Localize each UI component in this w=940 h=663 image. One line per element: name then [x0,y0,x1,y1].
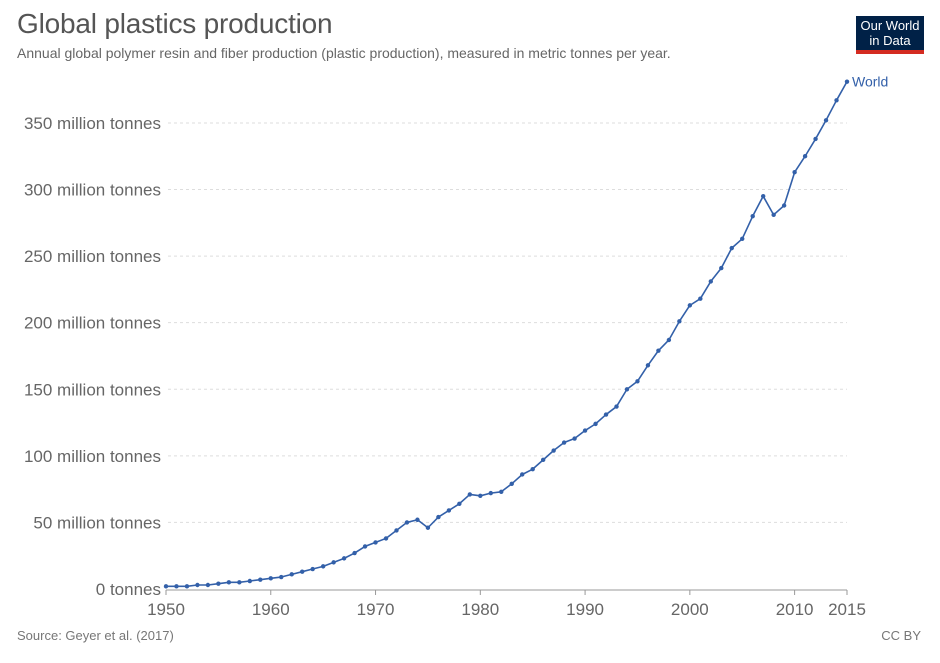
data-point[interactable] [478,493,483,498]
data-point[interactable] [373,540,378,545]
x-tick-label: 1980 [461,600,499,619]
x-tick-label: 1960 [252,600,290,619]
x-tick-label: 2015 [828,600,866,619]
data-point[interactable] [362,544,368,549]
y-tick-label: 300 million tonnes [24,181,161,200]
data-point[interactable] [708,279,713,284]
data-point[interactable] [603,412,609,417]
data-point[interactable] [792,170,797,175]
data-point[interactable] [237,580,242,585]
data-point[interactable] [268,576,273,581]
y-tick-label: 0 tonnes [96,580,161,599]
data-point[interactable] [834,98,839,103]
data-point[interactable] [341,556,347,561]
data-point[interactable] [582,428,588,433]
x-tick-label: 1950 [147,600,185,619]
data-point[interactable] [352,550,357,556]
data-point[interactable] [499,489,504,494]
x-tick-label: 2010 [776,600,814,619]
data-point[interactable] [771,212,776,218]
data-point[interactable] [656,348,661,353]
data-point[interactable] [279,574,284,580]
data-point[interactable] [509,481,514,487]
data-point[interactable] [163,584,169,589]
data-point[interactable] [520,472,525,477]
chart-subtitle: Annual global polymer resin and fiber pr… [17,45,671,61]
y-tick-label: 200 million tonnes [24,314,161,333]
data-point[interactable] [467,492,473,497]
data-point[interactable] [174,584,179,589]
gridlines [168,122,847,523]
y-tick-label: 100 million tonnes [24,447,161,466]
x-tick-label: 2000 [671,600,709,619]
data-point[interactable] [205,582,211,588]
data-point[interactable] [226,580,232,585]
data-point[interactable] [383,536,389,541]
logo-line-1: Our World [860,18,920,33]
data-point[interactable] [666,337,672,343]
data-point[interactable] [624,387,630,392]
data-point[interactable] [698,296,703,301]
data-point[interactable] [635,379,640,384]
data-point[interactable] [216,581,221,586]
data-point[interactable] [645,363,651,368]
data-point[interactable] [320,564,326,569]
data-point[interactable] [530,466,535,472]
data-point[interactable] [740,236,745,241]
chart-title: Global plastics production [17,8,333,39]
x-tick-label: 1970 [357,600,395,619]
data-point[interactable] [572,436,577,441]
data-point[interactable] [415,517,420,522]
data-point[interactable] [404,520,410,525]
data-point[interactable] [457,501,462,506]
data-point[interactable] [614,404,619,409]
series-line[interactable] [166,81,848,588]
data-point[interactable] [289,572,294,577]
data-point[interactable] [729,245,734,251]
data-point[interactable] [488,490,493,496]
y-tick-label: 50 million tonnes [33,513,161,532]
y-tick-label: 350 million tonnes [24,114,161,133]
y-tick-label: 150 million tonnes [24,380,161,399]
data-point[interactable] [394,528,399,533]
data-point[interactable] [247,578,253,584]
data-point[interactable] [781,203,787,208]
series-label-world[interactable]: World [852,74,888,90]
data-point[interactable] [184,584,190,589]
data-point[interactable] [844,79,850,84]
data-point[interactable] [677,319,682,324]
data-point[interactable] [331,560,336,565]
data-point[interactable] [436,514,441,520]
data-point[interactable] [687,303,693,308]
data-point[interactable] [195,582,200,588]
data-point[interactable] [425,525,431,530]
axes: 0 tonnes 50 million tonnes 100 million ton… [24,114,866,619]
series-world[interactable]: World [163,74,889,589]
data-point[interactable] [561,440,567,445]
data-point[interactable] [446,508,452,513]
data-point[interactable] [719,265,724,271]
logo-line-2: in Data [869,33,911,48]
data-point[interactable] [593,421,598,427]
license-link[interactable]: CC BY [881,628,921,643]
data-point[interactable] [813,136,818,142]
data-point[interactable] [540,457,546,463]
owid-logo[interactable]: Our World in Data [856,16,924,54]
data-point[interactable] [823,118,829,123]
data-point[interactable] [300,569,305,574]
x-tick-label: 1990 [566,600,604,619]
data-point[interactable] [760,193,766,199]
y-tick-label: 250 million tonnes [24,247,161,266]
data-point[interactable] [750,213,755,219]
source-note: Source: Geyer et al. (2017) [17,628,174,643]
data-point[interactable] [310,566,315,572]
data-point[interactable] [551,448,556,453]
data-point[interactable] [802,154,808,159]
data-point[interactable] [258,577,263,582]
